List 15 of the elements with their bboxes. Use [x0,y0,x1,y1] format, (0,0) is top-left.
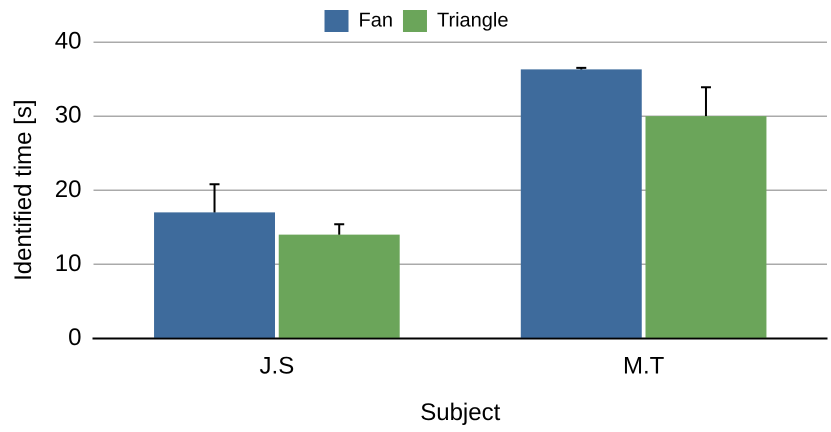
legend-label: Triangle [436,10,508,32]
y-tick-label: 10 [54,250,82,277]
legend-label: Fan [358,10,393,32]
y-axis-title: Identified time [s] [10,99,38,281]
y-tick-label: 0 [68,324,82,352]
x-tick-label: J.S [260,352,294,380]
x-tick-label: M.T [622,352,665,380]
bar [520,69,642,338]
bar [154,212,275,338]
bar [278,234,400,338]
bar [645,116,766,338]
x-axis-title: Subject [420,399,501,426]
y-tick-label: 40 [54,28,82,55]
y-tick-label: 30 [54,102,82,129]
y-tick-label: 20 [54,176,82,203]
